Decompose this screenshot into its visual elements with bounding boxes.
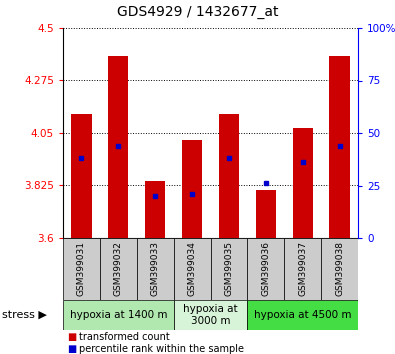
Bar (63, 300, 174, 330)
Bar (293, 129, 313, 238)
Text: GSM399036: GSM399036 (261, 241, 270, 297)
Text: GSM399032: GSM399032 (114, 241, 123, 296)
Text: hypoxia at
3000 m: hypoxia at 3000 m (183, 304, 238, 326)
Bar (256, 190, 276, 238)
Text: GSM399035: GSM399035 (224, 241, 233, 297)
Bar (145, 181, 166, 238)
Bar (211, 238, 247, 300)
Text: ■: ■ (67, 344, 76, 354)
Text: GSM399037: GSM399037 (298, 241, 307, 297)
Bar (174, 300, 247, 330)
Bar (321, 238, 358, 300)
Bar (247, 238, 284, 300)
Bar (71, 114, 92, 238)
Text: hypoxia at 1400 m: hypoxia at 1400 m (70, 310, 167, 320)
Bar (137, 238, 174, 300)
Bar (108, 56, 128, 238)
Text: transformed count: transformed count (79, 332, 169, 342)
Bar (174, 238, 211, 300)
Bar (100, 238, 137, 300)
Text: GSM399033: GSM399033 (150, 241, 160, 297)
Bar (182, 140, 202, 238)
Text: percentile rank within the sample: percentile rank within the sample (79, 344, 244, 354)
Bar (219, 114, 239, 238)
Text: stress ▶: stress ▶ (2, 310, 47, 320)
Text: GSM399031: GSM399031 (77, 241, 86, 297)
Text: GSM399038: GSM399038 (335, 241, 344, 297)
Bar (329, 56, 350, 238)
Bar (284, 238, 321, 300)
Text: hypoxia at 4500 m: hypoxia at 4500 m (254, 310, 352, 320)
Text: GSM399034: GSM399034 (188, 241, 197, 296)
Bar (247, 300, 358, 330)
Bar (63, 238, 100, 300)
Text: ■: ■ (67, 332, 76, 342)
Text: GDS4929 / 1432677_at: GDS4929 / 1432677_at (117, 5, 278, 19)
